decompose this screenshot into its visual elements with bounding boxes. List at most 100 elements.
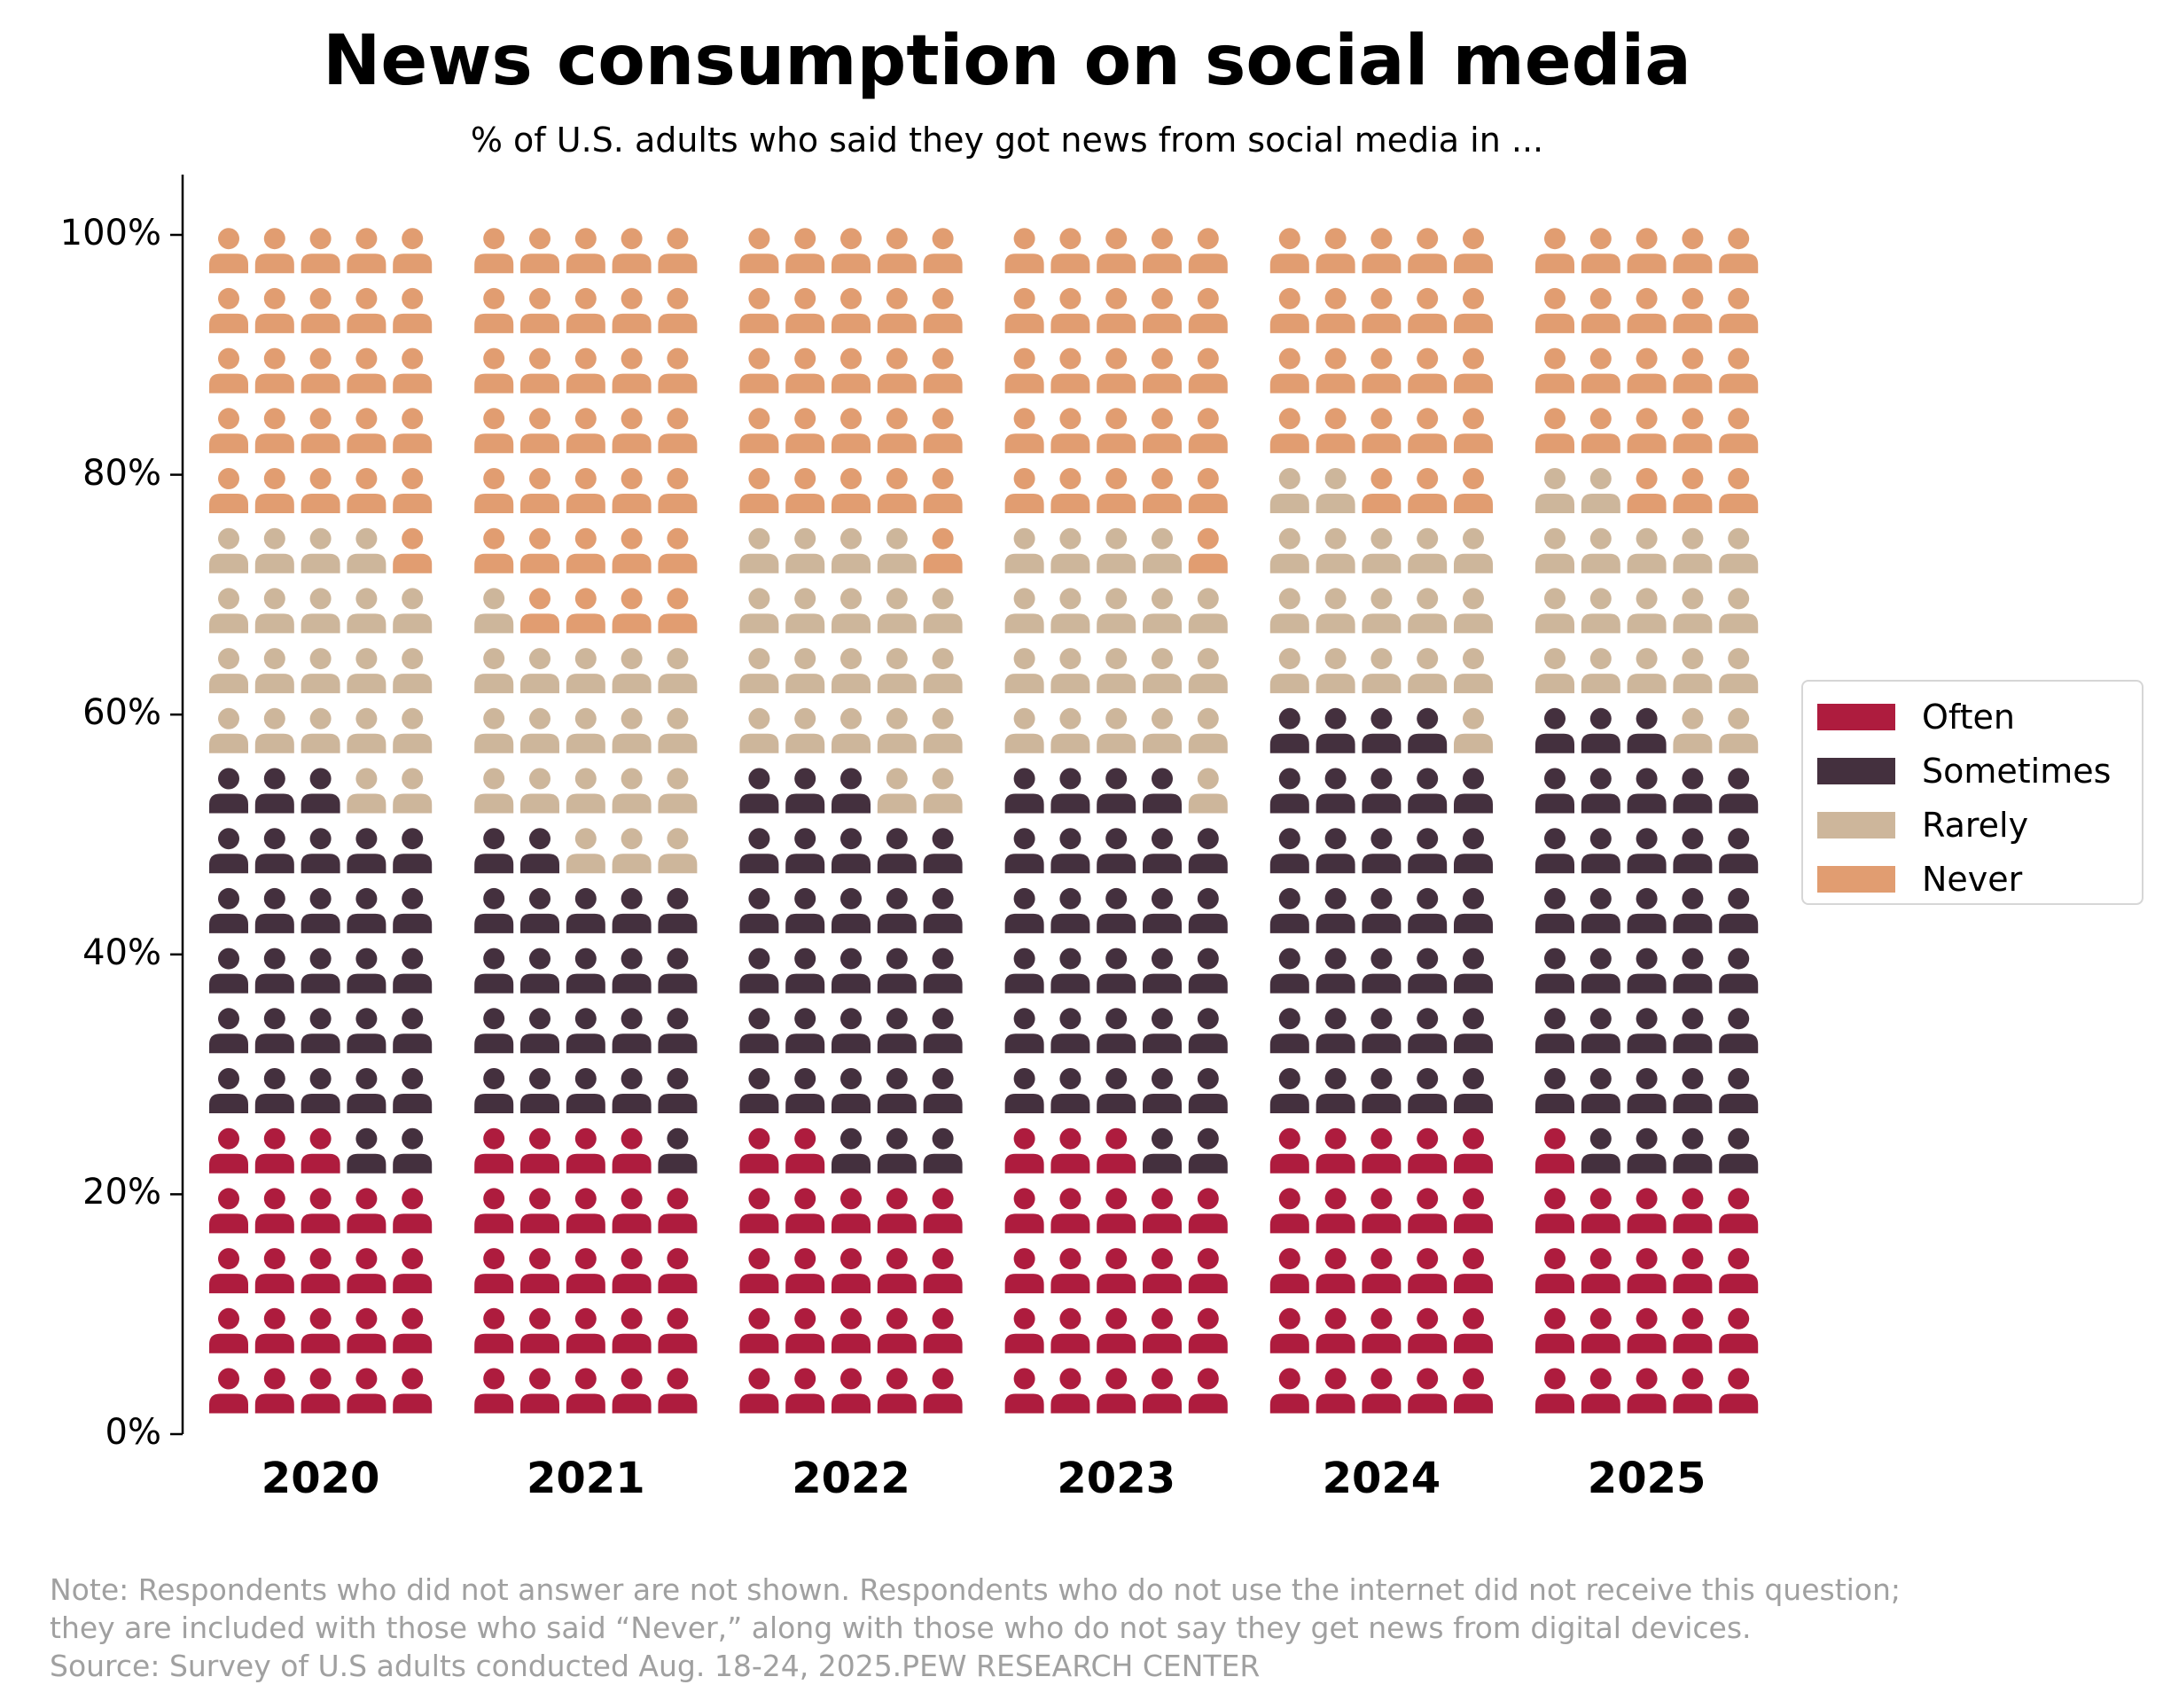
person-icon-never [566, 468, 605, 513]
person-icon-rarely [739, 527, 779, 573]
person-icon-sometimes [1050, 1068, 1090, 1113]
person-icon-never [739, 287, 779, 333]
person-icon-never [209, 468, 248, 513]
person-icon-rarely [658, 768, 698, 814]
person-icon-rarely [1269, 588, 1309, 634]
person-icon-often [1719, 1248, 1759, 1294]
person-icon-sometimes [520, 887, 559, 933]
legend-label-often: Often [1922, 698, 2015, 737]
person-icon-rarely [1269, 468, 1309, 513]
person-icon-often [347, 1368, 387, 1414]
person-icon-never [1097, 408, 1136, 454]
person-icon-rarely [1004, 648, 1044, 694]
person-icon-never [1673, 408, 1713, 454]
person-icon-sometimes [347, 1127, 387, 1174]
person-icon-rarely [832, 707, 871, 753]
person-icon-sometimes [1097, 1008, 1136, 1054]
person-icon-rarely [1050, 707, 1090, 753]
person-icon-often [474, 1307, 514, 1353]
person-icon-never [785, 408, 825, 454]
person-icon-rarely [1454, 527, 1493, 573]
person-icon-sometimes [301, 1008, 340, 1054]
person-icon-rarely [301, 707, 340, 753]
person-icon-often [1362, 1188, 1402, 1234]
person-icon-sometimes [1581, 1068, 1620, 1113]
person-icon-sometimes [877, 948, 917, 994]
person-icon-sometimes [1627, 887, 1667, 933]
person-icon-rarely [785, 527, 825, 573]
person-icon-sometimes [1097, 768, 1136, 814]
x-tick-label: 2023 [1057, 1454, 1175, 1503]
person-icon-often [923, 1248, 963, 1294]
person-icon-often [1535, 1127, 1574, 1174]
person-icon-never [520, 347, 559, 394]
person-icon-sometimes [1269, 1068, 1309, 1113]
person-icon-often [1188, 1368, 1228, 1414]
person-icon-often [1454, 1127, 1493, 1174]
person-icon-often [1097, 1368, 1136, 1414]
person-icon-often [1535, 1307, 1574, 1353]
person-icon-never [1188, 468, 1228, 513]
person-icon-rarely [1719, 707, 1759, 753]
person-icon-never [1719, 287, 1759, 333]
person-icon-never [520, 287, 559, 333]
person-icon-often [1673, 1248, 1713, 1294]
person-icon-never [301, 468, 340, 513]
person-icon-never [832, 228, 871, 274]
person-icon-never [1673, 347, 1713, 394]
x-tick-label: 2025 [1587, 1454, 1706, 1503]
person-icon-sometimes [877, 828, 917, 874]
person-icon-often [1269, 1248, 1309, 1294]
person-icon-never [612, 468, 652, 513]
person-icon-rarely [301, 527, 340, 573]
person-icon-often [877, 1368, 917, 1414]
person-icon-often [1188, 1307, 1228, 1353]
person-icon-never [1050, 468, 1090, 513]
person-icon-sometimes [301, 768, 340, 814]
person-icon-never [1535, 408, 1574, 454]
person-icon-often [301, 1307, 340, 1353]
person-icon-often [566, 1188, 605, 1234]
person-icon-sometimes [1454, 1008, 1493, 1054]
person-icon-rarely [347, 707, 387, 753]
person-icon-often [658, 1307, 698, 1353]
person-icon-sometimes [1004, 948, 1044, 994]
person-icon-sometimes [923, 948, 963, 994]
person-icon-rarely [301, 588, 340, 634]
person-icon-sometimes [1143, 1068, 1182, 1113]
person-icon-never [1581, 228, 1620, 274]
person-icon-sometimes [877, 1008, 917, 1054]
person-icon-never [474, 468, 514, 513]
person-icon-often [1097, 1248, 1136, 1294]
person-icon-never [566, 287, 605, 333]
person-icon-sometimes [474, 1068, 514, 1113]
person-icon-rarely [1143, 648, 1182, 694]
person-icon-often [566, 1368, 605, 1414]
x-tick-label: 2021 [527, 1454, 645, 1503]
person-icon-sometimes [1316, 1008, 1355, 1054]
person-icon-rarely [832, 648, 871, 694]
person-icon-sometimes [1719, 768, 1759, 814]
person-icon-sometimes [1269, 1008, 1309, 1054]
person-icon-never [520, 408, 559, 454]
person-icon-rarely [1581, 648, 1620, 694]
person-icon-sometimes [658, 1008, 698, 1054]
person-icon-often [1408, 1127, 1448, 1174]
person-icon-often [785, 1307, 825, 1353]
person-icon-sometimes [1362, 1068, 1402, 1113]
person-icon-sometimes [1143, 828, 1182, 874]
person-icon-rarely [785, 648, 825, 694]
person-icon-sometimes [301, 1068, 340, 1113]
person-icon-often [1316, 1307, 1355, 1353]
person-icon-rarely [1581, 527, 1620, 573]
person-icon-rarely [1454, 707, 1493, 753]
person-icon-never [1408, 408, 1448, 454]
person-icon-never [347, 468, 387, 513]
person-icon-sometimes [1408, 948, 1448, 994]
person-icon-sometimes [347, 1068, 387, 1113]
person-icon-never [1627, 468, 1667, 513]
person-icon-never [1269, 408, 1309, 454]
person-icon-sometimes [1188, 1008, 1228, 1054]
person-icon-rarely [347, 588, 387, 634]
person-icon-often [1627, 1248, 1667, 1294]
